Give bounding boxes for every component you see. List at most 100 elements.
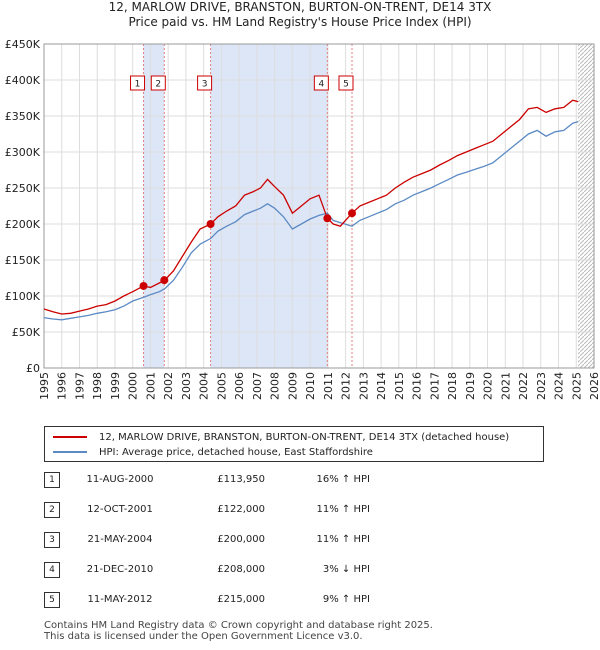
sale-hpi-delta: 3% ↓ HPI [322,564,370,575]
sale-point [206,220,215,228]
forecast-hatch [578,44,594,368]
x-tick-label: 2002 [162,372,175,400]
sale-number-badge: 1 [44,472,60,488]
sale-price: £215,000 [217,594,265,605]
y-tick-label: £400K [5,74,41,87]
table-row: 1 11-AUG-2000 £113,950 16% ↑ HPI [0,470,600,490]
y-tick-label: £200K [5,218,41,231]
sale-number-box: 2 [150,75,166,91]
footer-licence: This data is licensed under the Open Gov… [44,631,363,642]
table-row: 3 21-MAY-2004 £200,000 11% ↑ HPI [0,530,600,550]
x-tick-label: 2007 [251,372,264,400]
legend-label-property: 12, MARLOW DRIVE, BRANSTON, BURTON-ON-TR… [99,431,510,443]
x-tick-label: 2023 [535,372,548,400]
sale-point [348,209,356,218]
ownership-band [210,44,328,368]
ownership-band [143,44,165,368]
table-row: 5 11-MAY-2012 £215,000 9% ↑ HPI [0,590,600,610]
sale-date: 11-MAY-2012 [87,594,153,605]
table-row: 4 21-DEC-2010 £208,000 3% ↓ HPI [0,560,600,580]
x-tick-label: 2001 [144,372,157,400]
legend-item-hpi: HPI: Average price, detached house, East… [53,445,373,459]
chart-title-line2: Price paid vs. HM Land Registry's House … [128,15,472,29]
sale-point [139,281,148,290]
x-tick-label: 2013 [357,372,370,400]
x-tick-label: 1995 [38,372,51,400]
y-tick-label: £250K [5,182,41,195]
x-tick-label: 2020 [482,372,495,400]
x-tick-label: 2025 [570,372,583,400]
sale-price: £113,950 [217,474,265,485]
sale-number-frame [150,75,166,91]
x-tick-label: 2017 [428,372,441,400]
sale-number-box: 5 [338,75,354,91]
x-tick-label: 2004 [198,372,211,400]
x-tick-label: 2016 [411,372,424,400]
x-tick-label: 1996 [56,372,69,400]
legend-item-property: 12, MARLOW DRIVE, BRANSTON, BURTON-ON-TR… [53,430,509,444]
sale-hpi-delta: 9% ↑ HPI [322,594,370,605]
sale-price: £122,000 [217,504,265,515]
sale-date: 21-MAY-2004 [87,534,153,545]
sale-date: 11-AUG-2000 [86,474,154,485]
y-tick-label: £350K [5,110,41,123]
plot-border [43,43,595,369]
sale-number-box: 3 [197,75,213,91]
sale-number-frame [313,75,329,91]
x-tick-label: 2018 [446,372,459,400]
x-tick-label: 1998 [91,372,104,400]
y-tick-label: £50K [12,326,41,339]
sale-number-label: 5 [343,80,349,90]
legend-swatch-hpi [53,451,87,453]
x-tick-label: 2015 [393,372,406,400]
sale-hpi-delta: 11% ↑ HPI [316,504,370,515]
sale-price: £200,000 [217,534,265,545]
sale-number-frame [130,75,146,91]
x-tick-label: 2026 [588,372,600,400]
x-tick-label: 2000 [127,372,140,400]
sale-hpi-delta: 16% ↑ HPI [316,474,370,485]
x-tick-label: 2024 [553,372,566,400]
sale-number-frame [338,75,354,91]
sale-date: 12-OCT-2001 [87,504,153,515]
x-tick-label: 2011 [322,372,335,400]
y-tick-label: £450K [5,38,41,51]
sale-point [323,214,332,223]
sale-number-label: 1 [135,80,141,90]
sale-number-badge: 5 [44,592,60,608]
sale-hpi-delta: 11% ↑ HPI [316,534,370,545]
sale-price: £208,000 [217,564,265,575]
footer-copyright: Contains HM Land Registry data © Crown c… [44,620,433,631]
chart-legend: 12, MARLOW DRIVE, BRANSTON, BURTON-ON-TR… [44,426,544,462]
sale-date: 21-DEC-2010 [86,564,154,575]
sale-number-label: 3 [202,80,208,90]
x-tick-label: 2012 [340,372,353,400]
x-tick-label: 1999 [109,372,122,400]
sale-number-box: 1 [130,75,146,91]
x-tick-label: 2021 [499,372,512,400]
x-tick-label: 2008 [269,372,282,400]
sale-number-frame [197,75,213,91]
y-tick-label: £150K [5,254,41,267]
y-tick-label: £100K [5,290,41,303]
x-tick-label: 2009 [286,372,299,400]
sale-number-label: 4 [318,80,324,90]
x-tick-label: 2003 [180,372,193,400]
x-tick-label: 2006 [233,372,246,400]
y-tick-label: £0 [26,362,40,375]
x-tick-label: 1997 [73,372,86,400]
price-chart: 1 2 3 4 5 £0 £50K £100K £150K £200K £250K £300K £350… [5,38,600,400]
x-tick-label: 2005 [215,372,228,400]
series-line [43,121,579,321]
sale-number-badge: 4 [44,562,60,578]
x-tick-label: 2022 [517,372,530,400]
x-tick-label: 2014 [375,372,388,400]
sale-number-badge: 3 [44,532,60,548]
table-row: 2 12-OCT-2001 £122,000 11% ↑ HPI [0,500,600,520]
chart-title-line1: 12, MARLOW DRIVE, BRANSTON, BURTON-ON-TR… [108,0,492,14]
x-tick-label: 2010 [304,372,317,400]
x-tick-label: 2019 [464,372,477,400]
sale-number-label: 2 [155,80,161,90]
sale-number-box: 4 [313,75,329,91]
series-line [43,99,579,315]
